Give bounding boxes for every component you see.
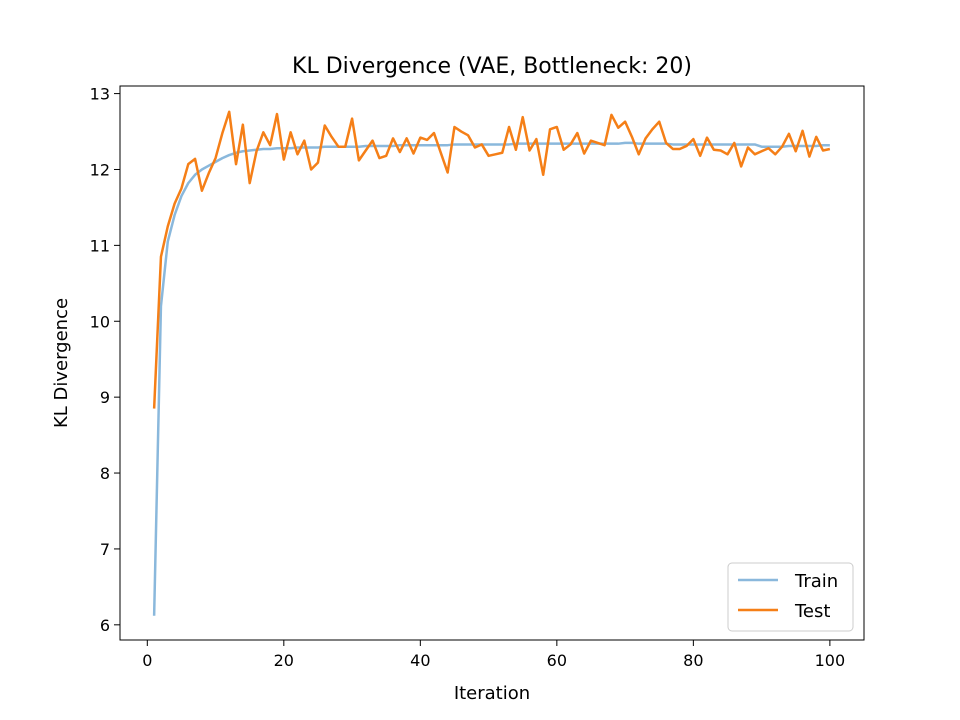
y-tick-label: 10	[90, 312, 110, 331]
y-axis-label: KL Divergence	[51, 298, 72, 428]
x-tick-label: 40	[410, 651, 430, 670]
plot-frame	[119, 85, 865, 641]
series-lines	[152, 110, 831, 616]
x-tick-label: 80	[683, 651, 703, 670]
y-tick-label: 6	[100, 616, 110, 635]
x-tick-label: 60	[547, 651, 567, 670]
x-axis: 0 20 40 60 80 100	[142, 640, 845, 670]
legend-train-label: Train	[794, 571, 838, 592]
series-line-test	[152, 110, 831, 409]
y-tick-label: 13	[90, 85, 110, 104]
y-tick-label: 12	[90, 160, 110, 179]
legend-test-label: Test	[794, 601, 830, 622]
x-tick-label: 100	[815, 651, 846, 670]
y-tick-label: 9	[100, 388, 110, 407]
x-axis-label: Iteration	[454, 683, 530, 704]
y-tick-label: 11	[90, 236, 110, 255]
series-line-train	[152, 141, 830, 616]
chart-title: KL Divergence (VAE, Bottleneck: 20)	[292, 54, 692, 79]
x-tick-label: 20	[274, 651, 294, 670]
y-tick-label: 7	[100, 540, 110, 559]
y-tick-label: 8	[100, 464, 110, 483]
y-axis: 6 7 8 9 10 11 12 13	[90, 85, 120, 635]
legend: Train Test	[727, 562, 854, 632]
x-tick-label: 0	[142, 651, 152, 670]
